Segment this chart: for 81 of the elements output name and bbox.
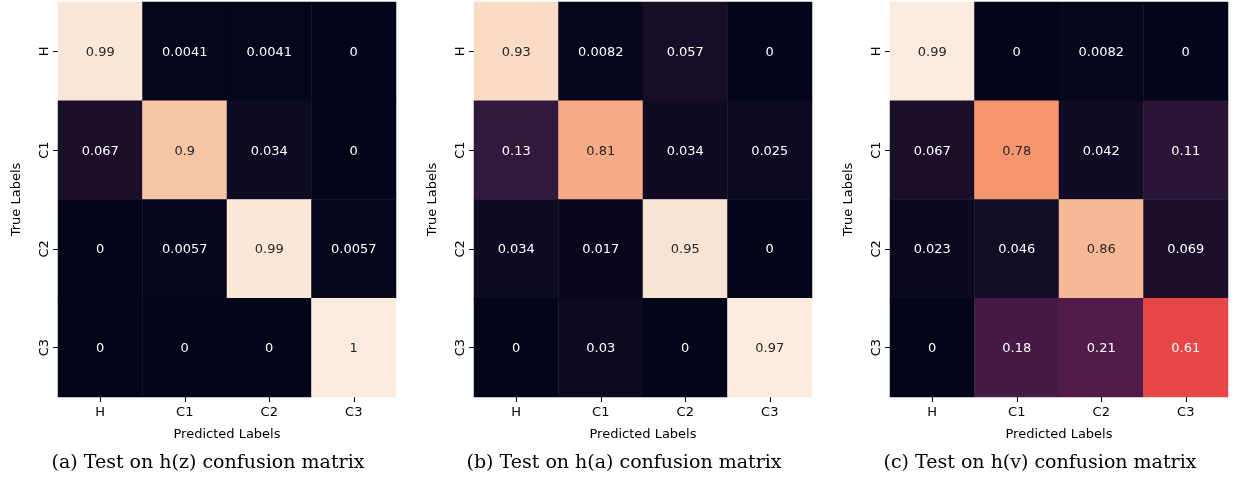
data-label: 0 [265, 340, 274, 356]
data-label: 0 [96, 241, 105, 257]
y-tick-label: H [36, 46, 51, 57]
y-axis-title: True Labels [8, 162, 23, 238]
y-tick-label: C2 [868, 240, 883, 258]
x-axis-title: Predicted Labels [173, 426, 281, 441]
data-label: 0.034 [666, 142, 704, 158]
data-label: 0.042 [1082, 142, 1120, 158]
data-label: 0 [349, 43, 358, 59]
data-label: 0 [512, 340, 521, 356]
data-label: 0 [349, 142, 358, 158]
x-tick-label: C3 [761, 404, 779, 419]
x-tick-label: C3 [1177, 404, 1195, 419]
data-label: 0.93 [501, 43, 531, 59]
y-tick-label: C3 [36, 338, 51, 357]
x-tick-label: C1 [176, 404, 194, 419]
data-label: 0.11 [1171, 142, 1201, 158]
data-label: 0 [96, 340, 105, 356]
x-tick-label: C2 [260, 404, 278, 419]
data-label: 0.0082 [1078, 43, 1124, 59]
data-label: 0.86 [1086, 241, 1116, 257]
y-tick-label: C1 [36, 141, 51, 159]
data-label: 0.99 [85, 43, 115, 59]
data-label: 0.017 [582, 241, 620, 257]
x-tick-label: C1 [1008, 404, 1026, 419]
y-tick-label: C1 [452, 141, 467, 159]
data-label: 0 [1181, 43, 1190, 59]
data-label: 0.18 [1002, 340, 1032, 356]
text: (b) Test on h(a) confusion matrix [466, 449, 782, 472]
data-label: 0.0057 [162, 241, 208, 257]
data-label: 0.13 [501, 142, 531, 158]
x-axis-title: Predicted Labels [589, 426, 697, 441]
data-label: 0.046 [998, 241, 1036, 257]
y-tick-label: C3 [452, 338, 467, 357]
data-label: 0 [928, 340, 937, 356]
data-label: 0 [681, 340, 690, 356]
y-tick-label: C1 [868, 141, 883, 159]
data-label: 0.99 [254, 241, 284, 257]
y-tick-label: C2 [452, 240, 467, 258]
data-label: 0.03 [586, 340, 616, 356]
data-label: 0.21 [1086, 340, 1116, 356]
data-label: 0.0041 [246, 43, 292, 59]
text: (a) Test on h(z) confusion matrix [51, 449, 365, 472]
data-label: 0.067 [913, 142, 951, 158]
x-tick-label: H [927, 404, 938, 419]
data-label: 1 [349, 340, 358, 356]
y-tick-label: C3 [868, 338, 883, 357]
y-axis-title: True Labels [840, 162, 855, 238]
data-label: 0.97 [755, 340, 785, 356]
data-label: 0.9 [174, 142, 196, 158]
data-label: 0.023 [913, 241, 951, 257]
y-tick-label: C2 [36, 240, 51, 258]
x-tick-label: C2 [1092, 404, 1110, 419]
data-label: 0.78 [1002, 142, 1032, 158]
data-label: 0.81 [586, 142, 616, 158]
data-label: 0.0041 [162, 43, 208, 59]
y-tick-label: H [868, 46, 883, 57]
data-label: 0.0057 [331, 241, 377, 257]
text: (c) Test on h(v) confusion matrix [883, 449, 1197, 472]
x-tick-label: C3 [345, 404, 363, 419]
data-label: 0.034 [497, 241, 535, 257]
data-label: 0.069 [1167, 241, 1205, 257]
data-label: 0.025 [751, 142, 789, 158]
y-tick-label: H [452, 46, 467, 57]
data-label: 0 [1012, 43, 1021, 59]
data-label: 0 [180, 340, 189, 356]
data-label: 0.61 [1171, 340, 1201, 356]
data-label: 0.95 [670, 241, 700, 257]
data-label: 0.067 [81, 142, 119, 158]
x-tick-label: H [511, 404, 522, 419]
x-tick-label: H [95, 404, 106, 419]
x-tick-label: C2 [676, 404, 694, 419]
x-axis-title: Predicted Labels [1005, 426, 1113, 441]
data-label: 0.057 [666, 43, 704, 59]
data-label: 0.0082 [578, 43, 624, 59]
data-label: 0.034 [250, 142, 288, 158]
data-label: 0.99 [917, 43, 947, 59]
data-label: 0 [765, 241, 774, 257]
data-label: 0 [765, 43, 774, 59]
y-axis-title: True Labels [424, 162, 439, 238]
x-tick-label: C1 [592, 404, 610, 419]
